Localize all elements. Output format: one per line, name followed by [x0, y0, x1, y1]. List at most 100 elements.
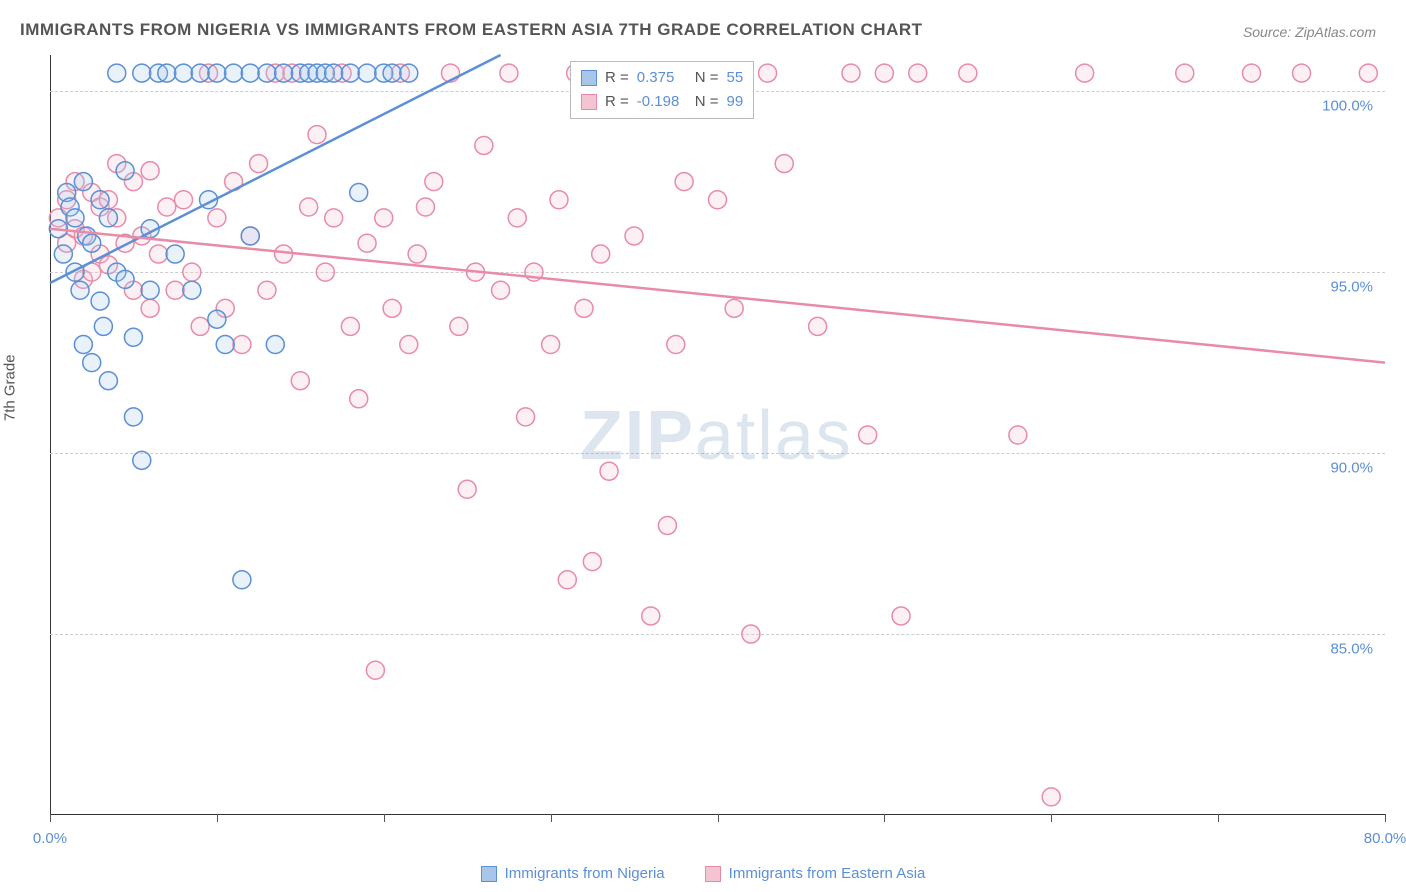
- x-tick: [551, 814, 552, 822]
- data-point-eastern_asia: [400, 336, 418, 354]
- data-point-eastern_asia: [175, 191, 193, 209]
- data-point-eastern_asia: [291, 372, 309, 390]
- data-point-nigeria: [341, 64, 359, 82]
- data-point-eastern_asia: [775, 155, 793, 173]
- data-point-nigeria: [141, 281, 159, 299]
- data-point-nigeria: [133, 64, 151, 82]
- data-point-eastern_asia: [492, 281, 510, 299]
- data-point-nigeria: [99, 209, 117, 227]
- data-point-eastern_asia: [366, 661, 384, 679]
- data-point-nigeria: [116, 162, 134, 180]
- source-label: Source: ZipAtlas.com: [1243, 24, 1376, 40]
- data-point-nigeria: [94, 317, 112, 335]
- data-point-nigeria: [74, 336, 92, 354]
- legend-label: Immigrants from Eastern Asia: [729, 865, 926, 882]
- data-point-eastern_asia: [166, 281, 184, 299]
- data-point-eastern_asia: [875, 64, 893, 82]
- data-point-nigeria: [133, 451, 151, 469]
- data-point-eastern_asia: [1359, 64, 1377, 82]
- data-point-eastern_asia: [341, 317, 359, 335]
- r-value-eastern-asia: -0.198: [637, 90, 687, 114]
- data-point-eastern_asia: [842, 64, 860, 82]
- data-point-eastern_asia: [742, 625, 760, 643]
- data-point-eastern_asia: [675, 173, 693, 191]
- data-point-eastern_asia: [508, 209, 526, 227]
- data-point-nigeria: [241, 64, 259, 82]
- data-point-eastern_asia: [959, 64, 977, 82]
- data-point-nigeria: [124, 408, 142, 426]
- data-point-eastern_asia: [316, 263, 334, 281]
- x-tick: [884, 814, 885, 822]
- data-point-eastern_asia: [308, 126, 326, 144]
- data-point-eastern_asia: [892, 607, 910, 625]
- data-point-eastern_asia: [208, 209, 226, 227]
- data-point-nigeria: [99, 372, 117, 390]
- x-tick: [1218, 814, 1219, 822]
- data-point-nigeria: [108, 64, 126, 82]
- x-tick: [384, 814, 385, 822]
- data-point-eastern_asia: [658, 516, 676, 534]
- data-point-nigeria: [74, 173, 92, 191]
- data-point-eastern_asia: [350, 390, 368, 408]
- data-point-eastern_asia: [542, 336, 560, 354]
- y-axis-label: 7th Grade: [2, 354, 19, 421]
- data-point-eastern_asia: [709, 191, 727, 209]
- data-point-eastern_asia: [725, 299, 743, 317]
- data-point-nigeria: [91, 191, 109, 209]
- r-label: R =: [605, 66, 629, 90]
- data-point-nigeria: [275, 64, 293, 82]
- data-point-eastern_asia: [667, 336, 685, 354]
- data-point-nigeria: [233, 571, 251, 589]
- data-point-eastern_asia: [408, 245, 426, 263]
- scatter-plot-svg: [50, 55, 1385, 814]
- data-point-eastern_asia: [233, 336, 251, 354]
- swatch-nigeria: [581, 70, 597, 86]
- data-point-eastern_asia: [909, 64, 927, 82]
- data-point-nigeria: [225, 64, 243, 82]
- legend-row: R = -0.198 N = 99: [581, 90, 743, 114]
- data-point-nigeria: [175, 64, 193, 82]
- data-point-eastern_asia: [158, 198, 176, 216]
- data-point-eastern_asia: [191, 317, 209, 335]
- r-value-nigeria: 0.375: [637, 66, 687, 90]
- data-point-nigeria: [91, 292, 109, 310]
- data-point-nigeria: [350, 184, 368, 202]
- data-point-eastern_asia: [809, 317, 827, 335]
- data-point-nigeria: [400, 64, 418, 82]
- x-tick: [1051, 814, 1052, 822]
- data-point-nigeria: [216, 336, 234, 354]
- legend-label: Immigrants from Nigeria: [505, 865, 665, 882]
- legend-item-nigeria: Immigrants from Nigeria: [481, 865, 665, 882]
- x-tick-label: 80.0%: [1364, 830, 1406, 847]
- data-point-nigeria: [71, 281, 89, 299]
- data-point-eastern_asia: [859, 426, 877, 444]
- data-point-eastern_asia: [1243, 64, 1261, 82]
- n-value-nigeria: 55: [727, 66, 744, 90]
- n-label: N =: [695, 90, 719, 114]
- data-point-nigeria: [54, 245, 72, 263]
- data-point-eastern_asia: [149, 245, 167, 263]
- data-point-eastern_asia: [141, 299, 159, 317]
- data-point-nigeria: [208, 64, 226, 82]
- data-point-eastern_asia: [425, 173, 443, 191]
- data-point-eastern_asia: [759, 64, 777, 82]
- data-point-eastern_asia: [325, 209, 343, 227]
- swatch-eastern-asia: [705, 866, 721, 882]
- x-tick: [50, 814, 51, 822]
- data-point-eastern_asia: [375, 209, 393, 227]
- correlation-legend: R = 0.375 N = 55 R = -0.198 N = 99: [570, 61, 754, 119]
- legend-row: R = 0.375 N = 55: [581, 66, 743, 90]
- data-point-nigeria: [116, 270, 134, 288]
- n-value-eastern-asia: 99: [727, 90, 744, 114]
- data-point-nigeria: [241, 227, 259, 245]
- data-point-eastern_asia: [458, 480, 476, 498]
- data-point-eastern_asia: [500, 64, 518, 82]
- data-point-nigeria: [183, 281, 201, 299]
- chart-plot-area: 85.0%90.0%95.0%100.0% ZIPatlas R = 0.375…: [50, 55, 1385, 815]
- data-point-eastern_asia: [1009, 426, 1027, 444]
- data-point-eastern_asia: [600, 462, 618, 480]
- data-point-nigeria: [325, 64, 343, 82]
- data-point-nigeria: [124, 328, 142, 346]
- data-point-nigeria: [83, 234, 101, 252]
- data-point-nigeria: [208, 310, 226, 328]
